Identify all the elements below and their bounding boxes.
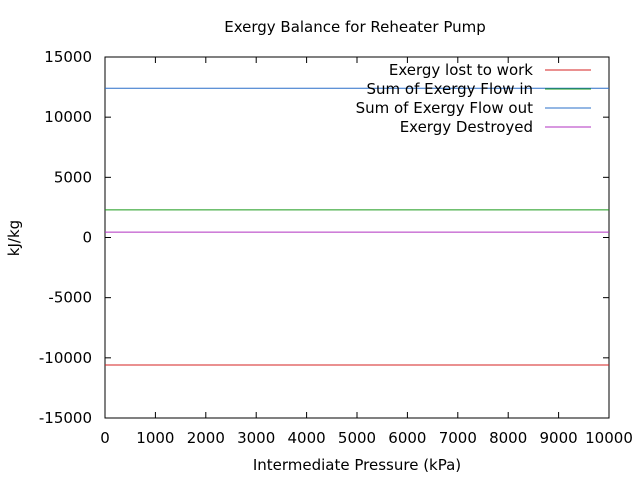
x-tick-label: 1000 <box>136 429 174 447</box>
y-tick-label: 10000 <box>44 108 92 126</box>
x-axis: 0 1000 2000 3000 4000 5000 6000 7000 8000 9000 100… <box>100 57 633 447</box>
x-tick-label: 0 <box>100 429 110 447</box>
y-axis-label: kJ/kg <box>5 220 23 256</box>
x-tick-label: 2000 <box>187 429 225 447</box>
x-tick-label: 7000 <box>439 429 477 447</box>
x-tick-label: 9000 <box>540 429 578 447</box>
x-tick-label: 3000 <box>237 429 275 447</box>
y-tick-label: 5000 <box>54 168 92 186</box>
legend-label: Sum of Exergy Flow out <box>356 99 534 117</box>
x-tick-label: 6000 <box>388 429 426 447</box>
x-tick-label: 8000 <box>489 429 527 447</box>
x-tick-label: 10000 <box>585 429 633 447</box>
legend-label: Exergy lost to work <box>389 61 533 79</box>
y-tick-label: 0 <box>82 229 92 247</box>
x-tick-label: 4000 <box>288 429 326 447</box>
y-tick-label: -15000 <box>39 409 92 427</box>
y-tick-label: -10000 <box>39 349 92 367</box>
legend-label: Sum of Exergy Flow in <box>366 80 533 98</box>
x-axis-label: Intermediate Pressure (kPa) <box>253 456 461 474</box>
chart-title: Exergy Balance for Reheater Pump <box>224 18 486 36</box>
y-tick-label: 15000 <box>44 48 92 66</box>
legend-label: Exergy Destroyed <box>400 118 533 136</box>
y-tick-label: -5000 <box>48 289 92 307</box>
x-tick-label: 5000 <box>338 429 376 447</box>
series-lines <box>105 87 609 366</box>
y-axis: -15000 -10000 -5000 0 5000 10000 15000 <box>39 48 609 427</box>
